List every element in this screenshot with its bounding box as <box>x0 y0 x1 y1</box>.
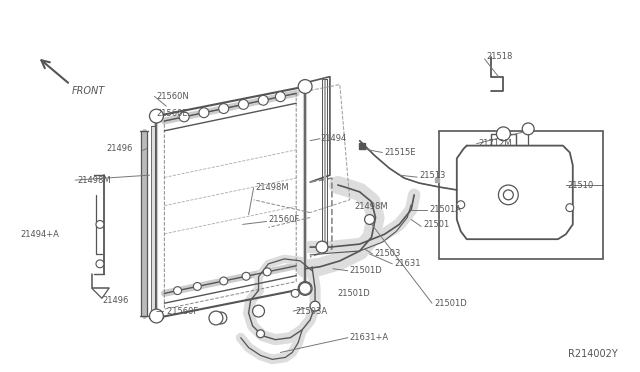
Circle shape <box>150 109 163 123</box>
Text: 21501: 21501 <box>423 220 449 229</box>
Circle shape <box>257 330 264 338</box>
Circle shape <box>219 104 228 113</box>
Text: R214002Y: R214002Y <box>568 349 618 359</box>
Text: 21503: 21503 <box>374 250 401 259</box>
Text: FRONT: FRONT <box>72 86 106 96</box>
Text: 21498M: 21498M <box>77 176 111 185</box>
Circle shape <box>199 108 209 118</box>
Text: 21515E: 21515E <box>385 148 416 157</box>
Text: 21494+A: 21494+A <box>20 230 60 239</box>
Circle shape <box>215 312 227 324</box>
Text: 21496: 21496 <box>102 296 128 305</box>
Circle shape <box>365 215 374 224</box>
Text: 21501D: 21501D <box>349 266 383 275</box>
Circle shape <box>242 272 250 280</box>
Text: 21503A: 21503A <box>295 307 327 315</box>
Text: — 21560F: — 21560F <box>156 307 198 315</box>
Circle shape <box>253 305 264 317</box>
Circle shape <box>275 92 285 102</box>
Text: 21712M: 21712M <box>479 139 512 148</box>
Circle shape <box>298 80 312 93</box>
Text: 21498M: 21498M <box>255 183 289 192</box>
Circle shape <box>179 112 189 122</box>
Text: 21494: 21494 <box>320 134 346 143</box>
Circle shape <box>96 260 104 268</box>
Text: 21501D: 21501D <box>338 289 371 298</box>
Circle shape <box>209 311 223 325</box>
Circle shape <box>150 309 163 323</box>
Circle shape <box>316 241 328 253</box>
Circle shape <box>239 100 248 109</box>
Circle shape <box>263 268 271 276</box>
Text: 21560E: 21560E <box>156 109 188 118</box>
Circle shape <box>259 95 268 105</box>
Text: 21501A: 21501A <box>429 205 461 214</box>
Circle shape <box>522 123 534 135</box>
Text: 21501D: 21501D <box>434 299 467 308</box>
Circle shape <box>499 185 518 205</box>
Text: 21631+A: 21631+A <box>349 333 389 342</box>
Bar <box>439 131 602 259</box>
Circle shape <box>220 277 228 285</box>
Text: 21498M: 21498M <box>355 202 388 211</box>
Circle shape <box>504 190 513 200</box>
Text: 21496: 21496 <box>107 144 133 153</box>
Circle shape <box>457 201 465 209</box>
Circle shape <box>298 282 312 295</box>
Circle shape <box>96 221 104 228</box>
Text: 21631: 21631 <box>394 259 421 268</box>
Text: 21560N: 21560N <box>156 92 189 101</box>
Circle shape <box>173 287 182 295</box>
Circle shape <box>299 283 311 294</box>
Circle shape <box>310 301 320 311</box>
Circle shape <box>497 127 510 141</box>
Circle shape <box>566 204 574 212</box>
Text: 21518: 21518 <box>486 52 513 61</box>
Text: 21513: 21513 <box>419 171 445 180</box>
Text: 21510: 21510 <box>568 180 594 189</box>
Circle shape <box>193 283 202 291</box>
Circle shape <box>291 289 299 297</box>
Text: 21560F: 21560F <box>268 215 300 224</box>
